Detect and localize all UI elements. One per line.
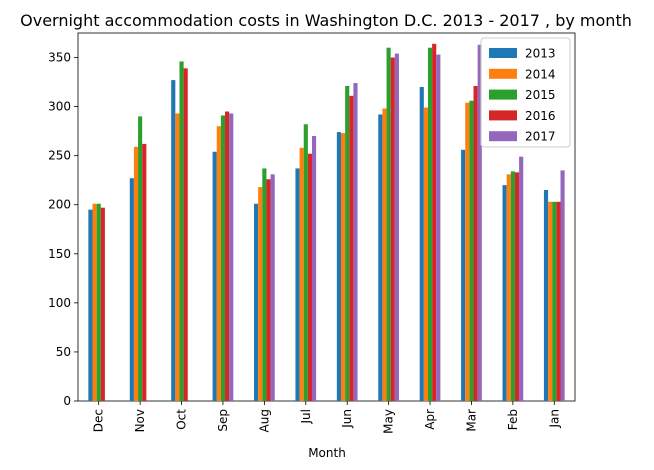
bar-2016-may [390,57,395,401]
bar-2015-may [386,47,391,401]
x-tick-label-nov: Nov [133,409,147,432]
bar-2015-jun [345,85,350,402]
x-tick-label-oct: Oct [175,409,189,430]
bar-2013-aug [254,203,259,401]
x-tick-label-apr: Apr [423,409,437,430]
bar-2015-dec [96,203,101,401]
x-tick-label-jul: Jul [299,409,313,424]
bar-2015-jan [552,201,557,401]
bar-2017-feb [519,156,524,401]
x-tick-label-jun: Jun [340,409,354,429]
bar-2014-oct [175,113,180,401]
bar-2014-mar [465,102,470,402]
bar-2013-nov [129,178,134,401]
y-axis: 0 50 100 150 200 250 300 350 [48,51,78,408]
bar-2014-jul [299,147,304,401]
bar-2016-jul [307,153,312,401]
x-tick-label-sep: Sep [216,409,230,432]
x-tick-label-dec: Dec [92,409,106,432]
bar-2013-apr [419,86,424,401]
bar-2014-sep [216,126,221,401]
legend-swatch-2013 [489,48,517,58]
x-tick-label-may: May [382,409,396,434]
x-tick-label-feb: Feb [506,409,520,430]
bar-2017-aug [270,174,275,401]
legend-label-2016: 2016 [525,109,556,123]
y-tick-label: 300 [48,100,71,114]
plot-area [77,32,576,402]
chart-title: Overnight accommodation costs in Washing… [20,11,632,30]
bar-2013-mar [461,149,466,401]
y-tick-label: 150 [48,247,71,261]
bar-2015-jul [303,124,308,401]
bar-2017-jul [312,136,317,402]
bar-2014-dec [92,203,97,401]
legend-swatch-2016 [489,110,517,121]
bar-2014-jun [341,133,346,401]
x-axis: Dec Nov Oct Sep Aug Jul Jun May Apr Mar Feb Jan [92,401,561,434]
bars-group [88,43,565,402]
bar-2015-mar [469,100,474,402]
plot-frame [77,32,576,402]
bar-2013-feb [502,185,507,401]
bar-2016-dec [100,207,105,401]
bar-2013-jan [543,190,549,401]
bar-2015-nov [138,116,143,401]
bar-2015-feb [510,171,515,401]
bar-2013-dec [88,209,93,401]
bar-2016-nov [142,143,147,401]
y-tick-label: 0 [63,394,71,408]
bar-2015-apr [427,47,433,401]
bar-2014-nov [133,146,139,401]
legend-label-2017: 2017 [525,130,556,144]
bar-2014-feb [506,174,511,401]
bar-2014-may [382,108,387,401]
bar-2014-aug [258,187,263,401]
y-tick-label: 350 [48,51,71,65]
bar-2017-mar [477,44,482,401]
y-tick-label: 250 [48,149,71,163]
y-tick-label: 200 [48,198,71,212]
x-tick-label-mar: Mar [464,409,478,432]
bar-2014-apr [423,107,428,401]
bar-2015-aug [262,168,267,401]
legend-swatch-2014 [489,68,517,79]
bar-2016-jun [349,95,354,401]
bar-2016-aug [266,179,271,401]
legend-swatch-2017 [489,131,517,142]
bar-2016-feb [514,172,520,401]
bar-2015-sep [220,115,226,402]
bar-2017-may [394,53,399,402]
bar-2015-oct [179,61,184,402]
bar-2013-oct [171,80,176,401]
bar-2016-jan [556,201,561,401]
bar-2017-jan [560,170,565,401]
bar-2016-apr [432,43,437,401]
bar-2016-oct [183,68,188,401]
bar-2014-jan [548,201,553,401]
bar-2016-mar [473,85,478,402]
bar-2017-sep [229,113,234,401]
bar-2013-may [378,114,383,401]
x-tick-label-aug: Aug [257,409,271,432]
legend-label-2015: 2015 [525,88,556,102]
y-tick-label: 100 [48,296,71,310]
x-tick-label-jan: Jan [547,409,561,429]
x-axis-label: Month [308,446,346,460]
y-tick-label: 50 [56,345,71,359]
legend-swatch-2015 [489,89,517,100]
bar-2013-sep [212,151,217,401]
bar-2013-jul [295,168,300,401]
legend-label-2013: 2013 [525,47,556,61]
bar-2017-apr [436,54,441,402]
bar-2016-sep [225,111,230,401]
bar-2013-jun [336,132,341,402]
legend-label-2014: 2014 [525,67,556,81]
bar-2017-jun [353,83,358,402]
legend: 2013 2014 2015 2016 2017 [480,37,571,148]
